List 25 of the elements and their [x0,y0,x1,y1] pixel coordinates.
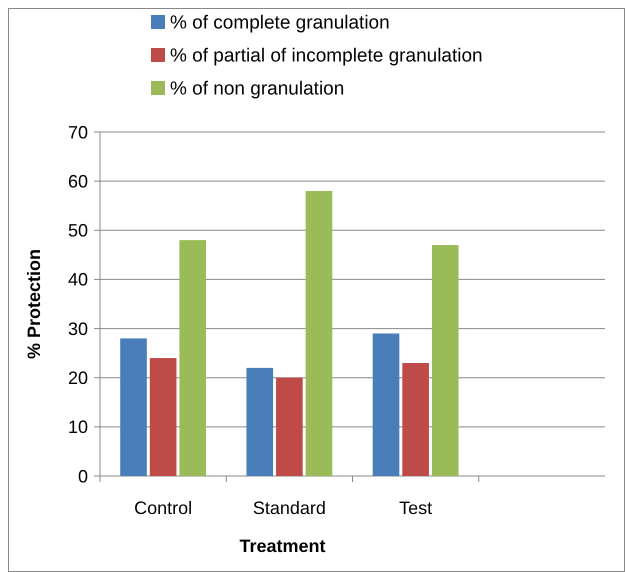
x-tick-label: Control [134,498,192,518]
x-tick-label: Test [399,498,432,518]
y-tick-label: 0 [78,466,88,486]
y-axis-title: % Protection [24,248,44,360]
y-tick-label: 10 [68,417,88,438]
legend-label: % of partial of incomplete granulation [170,46,483,67]
y-tick-label: 70 [68,122,88,142]
y-tick-label: 50 [68,220,88,241]
legend-label: % of complete granulation [170,12,390,34]
bar [246,368,274,476]
legend-label: % of non granulation [170,78,344,100]
bar [402,362,429,476]
bar [432,245,459,476]
y-tick-label: 40 [68,270,88,290]
y-tick-label: 60 [68,171,88,192]
x-axis-title: Treatment [239,536,326,556]
bar [372,333,400,476]
y-tick-label: 30 [68,318,88,339]
bar [306,190,332,476]
bar [276,378,303,476]
bar [150,358,176,476]
bar [179,240,206,476]
y-tick-label: 20 [68,368,88,388]
bar [120,338,147,476]
x-tick-label: Standard [252,498,326,518]
